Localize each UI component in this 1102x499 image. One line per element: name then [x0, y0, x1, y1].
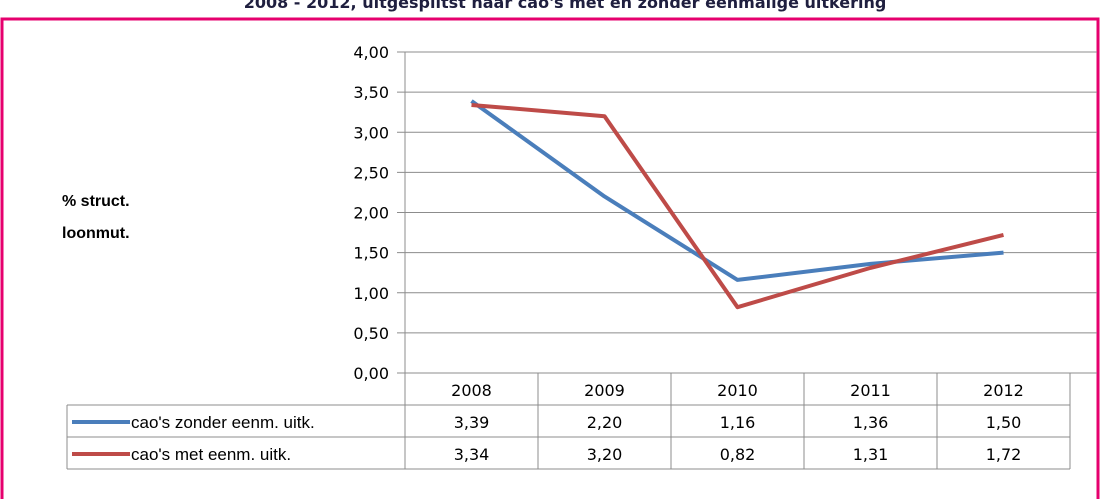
x-tick-label: 2009: [584, 381, 625, 400]
y-tick-label: 4,00: [353, 43, 389, 62]
data-label: 1,31: [853, 445, 889, 464]
y-tick-label: 0,00: [353, 364, 389, 383]
frame: [0, 17, 1100, 499]
data-label: 1,36: [853, 413, 889, 432]
data-label: 3,39: [454, 413, 490, 432]
x-tick-label: 2011: [850, 381, 891, 400]
data-label: 1,50: [986, 413, 1022, 432]
x-tick-label: 2008: [451, 381, 492, 400]
y-tick-label: 3,50: [353, 83, 389, 102]
y-tick-label: 3,00: [353, 123, 389, 142]
data-label: 1,72: [986, 445, 1022, 464]
y-tick-label: 0,50: [353, 324, 389, 343]
y-tick-label: 2,00: [353, 204, 389, 223]
legend-label: cao's met eenm. uitk.: [131, 445, 291, 464]
y-axis-label: % struct.: [62, 193, 130, 210]
y-axis-label: loonmut.: [62, 225, 130, 242]
x-tick-label: 2012: [983, 381, 1024, 400]
x-tick-label: 2010: [717, 381, 758, 400]
data-label: 1,16: [720, 413, 756, 432]
line-series: [471, 102, 1004, 310]
legend-label: cao's zonder eenm. uitk.: [131, 413, 315, 432]
data-label: 3,20: [587, 445, 623, 464]
line-series: [470, 99, 1004, 282]
y-tick-label: 1,50: [353, 244, 389, 263]
y-tick-label: 1,00: [353, 284, 389, 303]
data-label: 2,20: [587, 413, 623, 432]
data-label: 3,34: [454, 445, 490, 464]
chart-title: 2008 - 2012, uitgesplitst naar cao's met…: [244, 0, 887, 12]
data-label: 0,82: [720, 445, 756, 464]
y-tick-label: 2,50: [353, 163, 389, 182]
